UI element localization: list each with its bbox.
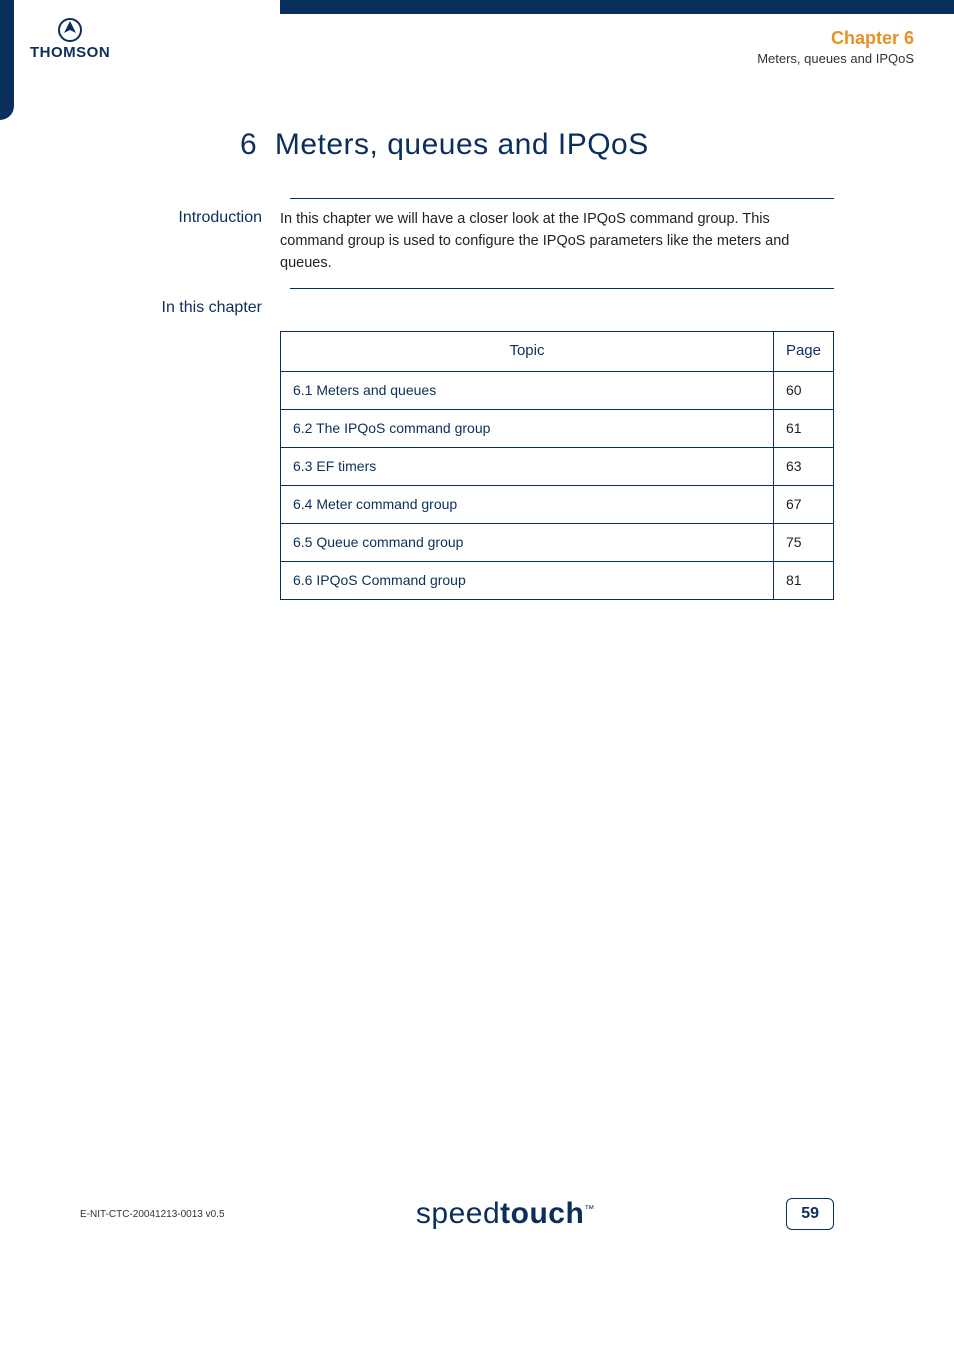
toc-topic-cell[interactable]: 6.6 IPQoS Command group [281,561,774,599]
toc-header-page: Page [773,332,833,372]
chapter-label: Chapter 6 [757,28,914,49]
thomson-logo-icon [58,18,82,42]
toc-topic-link[interactable]: 6.4 Meter command group [293,496,457,512]
toc-topic-cell[interactable]: 6.3 EF timers [281,447,774,485]
toc-topic-cell[interactable]: 6.1 Meters and queues [281,371,774,409]
chapter-subtitle: Meters, queues and IPQoS [757,51,914,66]
chapter-number: 6 [240,128,257,161]
toc-topic-link[interactable]: 6.2 The IPQoS command group [293,420,490,436]
toc-table: Topic Page 6.1 Meters and queues606.2 Th… [280,331,834,600]
chapter-title: Meters, queues and IPQoS [275,128,649,161]
toc-page-cell: 81 [773,561,833,599]
toc-header-row: Topic Page [281,332,834,372]
header-bar [280,0,954,14]
toc-row: 6.4 Meter command group 67 [281,485,834,523]
footer: E-NIT-CTC-20041213-0013 v0.5 speedtouch™… [80,1197,834,1231]
section-rule [290,288,834,289]
brand-logo: THOMSON [30,18,110,61]
toc-row: 6.3 EF timers 63 [281,447,834,485]
toc-page-cell: 61 [773,409,833,447]
toc-topic-link[interactable]: 6.5 Queue command group [293,534,463,550]
toc-row: 6.5 Queue command group 75 [281,523,834,561]
intro-section: Introduction In this chapter we will hav… [80,198,834,274]
page-number: 59 [786,1198,834,1230]
toc-topic-link[interactable]: 6.6 IPQoS Command group [293,572,466,588]
toc-topic-cell[interactable]: 6.4 Meter command group [281,485,774,523]
toc-page-cell: 67 [773,485,833,523]
toc-page-cell: 75 [773,523,833,561]
toc-page-cell: 63 [773,447,833,485]
document-id: E-NIT-CTC-20041213-0013 v0.5 [80,1209,225,1220]
section-rule [290,198,834,199]
brand-thin: speed [416,1197,500,1230]
header-right: Chapter 6 Meters, queues and IPQoS [757,28,914,66]
brand-bold: touch [500,1197,584,1230]
toc-page-cell: 60 [773,371,833,409]
toc-header-topic: Topic [281,332,774,372]
in-this-chapter-section: In this chapter Topic Page 6.1 Meters an… [80,288,834,600]
left-bar [0,0,14,120]
toc-topic-link[interactable]: 6.3 EF timers [293,458,376,474]
toc-row: 6.6 IPQoS Command group 81 [281,561,834,599]
brand-tm: ™ [584,1204,595,1215]
brand-logo-text: THOMSON [30,44,110,61]
toc-topic-link[interactable]: 6.1 Meters and queues [293,382,436,398]
intro-label: Introduction [80,209,280,227]
intro-body: In this chapter we will have a closer lo… [280,209,834,274]
toc-row: 6.2 The IPQoS command group 61 [281,409,834,447]
toc-topic-cell[interactable]: 6.2 The IPQoS command group [281,409,774,447]
chapter-heading: 6 Meters, queues and IPQoS [240,128,649,162]
in-this-chapter-label: In this chapter [80,299,280,317]
toc-row: 6.1 Meters and queues 60 [281,371,834,409]
toc-topic-cell[interactable]: 6.5 Queue command group [281,523,774,561]
product-brand: speedtouch™ [416,1197,595,1231]
